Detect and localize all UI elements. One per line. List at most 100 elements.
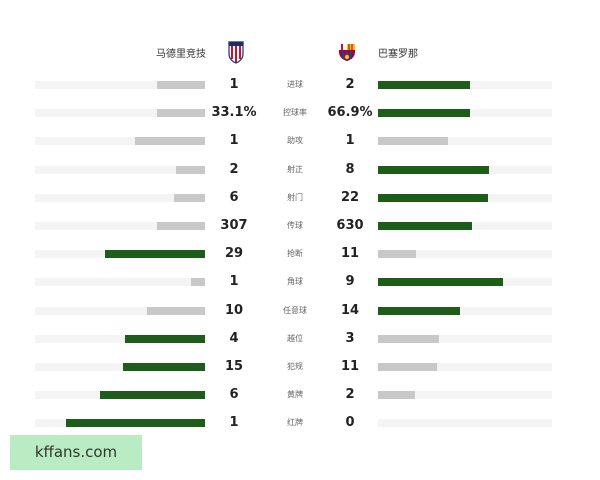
away-bar bbox=[378, 334, 439, 343]
home-bar bbox=[147, 306, 205, 315]
home-value: 4 bbox=[229, 330, 239, 346]
stat-row: 15 犯规 11 bbox=[0, 357, 600, 377]
away-value: 3 bbox=[345, 330, 355, 346]
home-bar bbox=[174, 193, 205, 202]
home-bar-track bbox=[35, 419, 205, 428]
away-bar-track bbox=[378, 193, 552, 202]
away-value: 22 bbox=[340, 189, 360, 205]
away-team-header: 巴塞罗那 bbox=[378, 40, 418, 64]
home-bar-track bbox=[35, 334, 205, 343]
home-team-header: 马德里竞技 bbox=[156, 40, 206, 64]
home-value: 307 bbox=[220, 218, 248, 233]
home-bar-track bbox=[35, 363, 205, 371]
home-value: 1 bbox=[229, 274, 239, 290]
away-bar-track bbox=[378, 81, 552, 89]
barcelona-crest-icon bbox=[339, 44, 355, 61]
away-bar bbox=[378, 391, 415, 400]
away-bar bbox=[378, 250, 417, 259]
away-bar-track bbox=[378, 391, 552, 400]
home-bar bbox=[176, 165, 205, 174]
home-bar bbox=[135, 137, 205, 146]
away-value: 8 bbox=[345, 161, 355, 177]
stat-label: 传球 bbox=[287, 221, 303, 230]
home-bar bbox=[65, 419, 205, 428]
stat-label: 红牌 bbox=[287, 418, 303, 428]
away-bar-track bbox=[378, 419, 552, 428]
home-value: 15 bbox=[224, 359, 244, 374]
stat-label: 抢断 bbox=[287, 249, 303, 259]
home-bar-track bbox=[35, 306, 205, 315]
away-value: 0 bbox=[345, 415, 355, 431]
away-bar-track bbox=[378, 278, 552, 287]
stat-row: 1 进球 2 bbox=[0, 75, 600, 95]
atletico-crest-icon bbox=[228, 41, 244, 64]
home-bar bbox=[123, 363, 205, 371]
away-bar bbox=[378, 165, 490, 174]
away-bar bbox=[378, 306, 460, 315]
away-bar-track bbox=[378, 306, 552, 315]
away-bar-track bbox=[378, 137, 552, 146]
away-value: 1 bbox=[345, 133, 355, 149]
stat-row: 2 射正 8 bbox=[0, 160, 600, 180]
stat-label: 角球 bbox=[287, 277, 303, 287]
stat-label: 射正 bbox=[287, 164, 303, 174]
away-bar bbox=[378, 278, 504, 287]
away-bar-track bbox=[378, 165, 552, 174]
away-value: 2 bbox=[345, 387, 355, 403]
away-value: 11 bbox=[340, 246, 360, 262]
home-bar bbox=[99, 391, 205, 400]
watermark: kffans.com bbox=[10, 435, 142, 470]
home-bar-track bbox=[35, 165, 205, 174]
home-value: 6 bbox=[229, 387, 239, 403]
home-bar-track bbox=[35, 222, 205, 230]
home-bar-track bbox=[35, 81, 205, 89]
home-value: 1 bbox=[229, 133, 239, 149]
stat-label: 射门 bbox=[287, 192, 303, 202]
home-value: 33.1% bbox=[211, 105, 257, 121]
home-bar-track bbox=[35, 278, 205, 287]
home-value: 29 bbox=[224, 246, 244, 262]
stat-row: 29 抢断 11 bbox=[0, 244, 600, 264]
stat-row: 4 越位 3 bbox=[0, 329, 600, 349]
home-bar bbox=[157, 109, 205, 118]
home-value: 1 bbox=[229, 415, 239, 431]
away-value: 66.9% bbox=[327, 105, 373, 121]
home-bar bbox=[104, 250, 205, 259]
stat-row: 6 射门 22 bbox=[0, 188, 600, 208]
away-bar-track bbox=[378, 334, 552, 343]
stat-label: 控球率 bbox=[283, 108, 307, 118]
away-value: 630 bbox=[336, 218, 364, 233]
home-bar-track bbox=[35, 193, 205, 202]
stat-row: 1 红牌 0 bbox=[0, 413, 600, 433]
home-bar-track bbox=[35, 109, 205, 118]
home-value: 1 bbox=[229, 77, 239, 92]
stat-row: 6 黄牌 2 bbox=[0, 385, 600, 405]
away-bar bbox=[378, 193, 488, 202]
stat-label: 犯规 bbox=[287, 362, 303, 371]
stat-label: 任意球 bbox=[283, 305, 307, 315]
home-value: 10 bbox=[224, 302, 244, 318]
away-bar bbox=[378, 222, 472, 230]
away-bar-track bbox=[378, 363, 552, 371]
stat-label: 越位 bbox=[287, 333, 303, 343]
home-bar bbox=[157, 81, 205, 89]
away-bar bbox=[378, 81, 471, 89]
away-team-name: 巴塞罗那 bbox=[378, 48, 418, 60]
stat-label: 进球 bbox=[287, 80, 303, 89]
home-team-name: 马德里竞技 bbox=[156, 48, 206, 60]
home-bar bbox=[157, 222, 205, 230]
away-bar bbox=[378, 109, 471, 118]
away-value: 14 bbox=[340, 302, 360, 318]
away-bar bbox=[378, 363, 438, 371]
home-bar-track bbox=[35, 250, 205, 259]
away-bar-track bbox=[378, 250, 552, 259]
away-value: 11 bbox=[340, 359, 360, 374]
stat-label: 助攻 bbox=[287, 136, 303, 146]
stat-row: 10 任意球 14 bbox=[0, 301, 600, 321]
home-bar-track bbox=[35, 137, 205, 146]
stat-row: 307 传球 630 bbox=[0, 216, 600, 236]
home-value: 2 bbox=[229, 161, 239, 177]
home-bar bbox=[125, 334, 205, 343]
away-value: 2 bbox=[345, 77, 355, 92]
away-bar-track bbox=[378, 109, 552, 118]
